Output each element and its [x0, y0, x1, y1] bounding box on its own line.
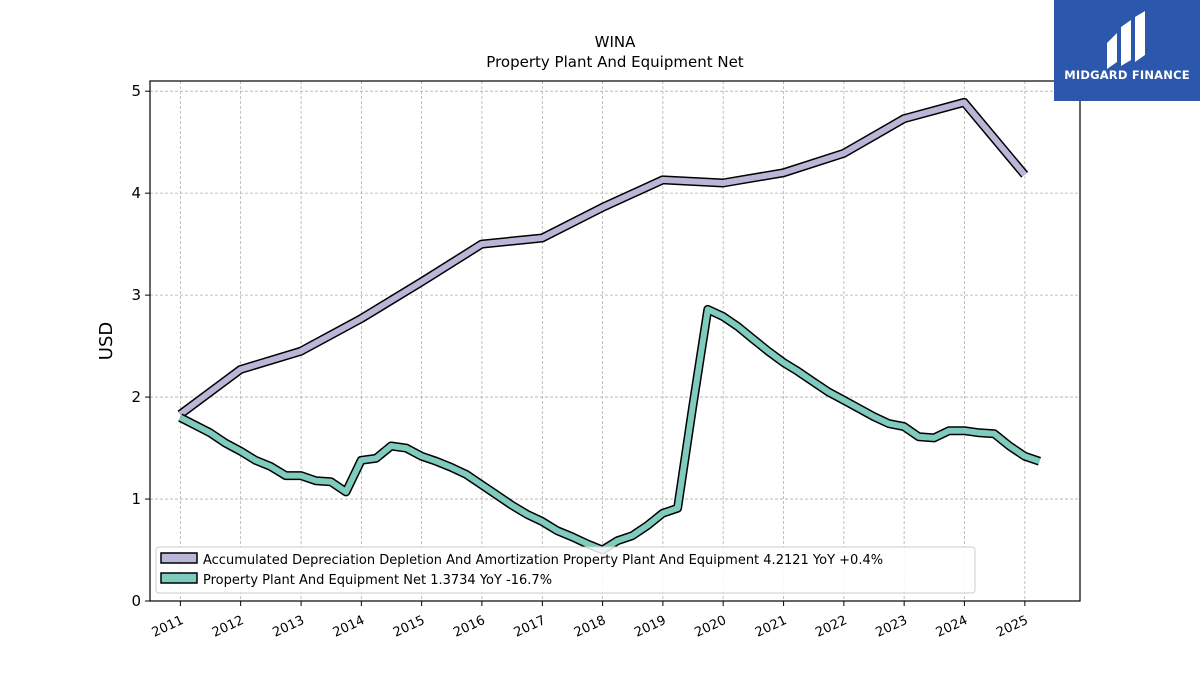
x-tick-label: 2016	[451, 613, 487, 641]
brand-name: MIDGARD FINANCE	[1064, 68, 1190, 82]
x-tick-label: 2022	[813, 613, 849, 641]
series-line-2	[178, 306, 1041, 553]
legend-swatch-2	[160, 572, 198, 584]
brand-logo[interactable]: MIDGARD FINANCE	[1054, 0, 1200, 101]
midgard-logo-icon	[1107, 11, 1145, 69]
x-tick-label: 2013	[270, 613, 306, 641]
x-tick-label: 2018	[572, 613, 608, 641]
y-tick-label: 5	[131, 82, 141, 100]
y-tick-label: 2	[131, 388, 141, 406]
x-tick-label: 2024	[934, 613, 970, 641]
x-tick-label: 2023	[873, 613, 909, 641]
y-tick-label: 4	[131, 184, 141, 202]
chart-subtitle: Property Plant And Equipment Net	[486, 53, 744, 71]
x-tick-label: 2021	[753, 613, 789, 641]
x-tick-label: 2020	[693, 613, 729, 641]
y-tick-label: 0	[131, 592, 141, 610]
x-tick-label: 2012	[210, 613, 246, 641]
legend-box	[155, 546, 976, 594]
x-tick-label: 2017	[512, 613, 548, 641]
legend-swatch-1	[160, 552, 198, 564]
plot-frame	[149, 80, 1081, 602]
x-tick-label: 2019	[632, 613, 668, 641]
series-line-1	[178, 99, 1028, 417]
legend-label-2: Property Plant And Equipment Net 1.3734 …	[203, 573, 552, 588]
y-tick-label: 3	[131, 286, 141, 304]
legend-label-1: Accumulated Depreciation Depletion And A…	[203, 553, 883, 568]
y-axis-label: USD	[96, 322, 117, 360]
x-tick-label: 2011	[150, 613, 186, 641]
chart-title: WINA	[594, 33, 636, 51]
x-tick-label: 2014	[331, 613, 367, 641]
y-tick-label: 1	[131, 490, 141, 508]
x-tick-label: 2015	[391, 613, 427, 641]
x-tick-label: 2025	[994, 613, 1030, 641]
